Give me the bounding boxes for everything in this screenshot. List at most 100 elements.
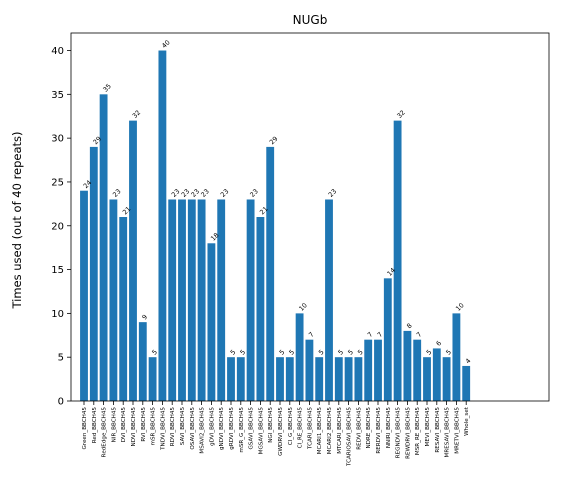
x-tick-label: REWDRVI_BBCH45 [405, 407, 411, 459]
data-label: 23 [248, 187, 260, 199]
data-label: 5 [288, 348, 297, 357]
data-label: 21 [258, 205, 270, 217]
data-label: 23 [190, 187, 202, 199]
data-label: 5 [239, 348, 248, 357]
chart-title: NUGb [293, 13, 328, 27]
bar [89, 146, 98, 401]
bar [423, 357, 431, 401]
plot-frame [70, 32, 550, 402]
bar [344, 357, 353, 401]
x-tick-label: REDVI_BBCH45 [356, 407, 362, 450]
bar [374, 339, 382, 401]
x-tick-label: NDRE_BBCH45 [366, 407, 372, 449]
bar [256, 217, 265, 401]
bar [285, 357, 294, 401]
x-tick-label: MCARI1_BBCH45 [317, 407, 323, 455]
y-axis-label: Times used (out of 40 repeats) [10, 131, 24, 309]
y-tick-label: 30 [51, 134, 64, 145]
bars-group [80, 50, 471, 402]
x-tick-label: MEVI_BBCH45 [425, 407, 431, 447]
bar [442, 357, 451, 401]
bar [129, 120, 137, 402]
bar [452, 313, 461, 401]
y-tick-label: 10 [51, 309, 64, 320]
x-tick-label: RDVI_BBCH45 [170, 407, 176, 447]
x-tick-label: gDVI_BBCH45 [209, 407, 215, 446]
x-tick-label: RERDVI_BBCH45 [376, 407, 382, 454]
data-label: 5 [229, 348, 238, 357]
data-label: 10 [454, 301, 466, 313]
x-tick-label: DVI_BBCH45 [121, 407, 127, 443]
data-label: 23 [180, 187, 192, 199]
bar [432, 348, 441, 401]
data-label: 40 [160, 38, 172, 50]
bar [276, 357, 284, 401]
x-tick-label: MCARI2_BBCH45 [327, 407, 333, 455]
bar [393, 120, 402, 402]
bar [325, 199, 333, 401]
y-tick-label: 5 [58, 353, 64, 364]
data-label: 8 [405, 322, 414, 331]
y-tick-label: 40 [51, 46, 64, 57]
x-tick-label: NIR_BBCH45 [111, 407, 117, 443]
x-tick-label: Green_BBCH45 [82, 407, 88, 450]
bar [187, 199, 196, 401]
bar [178, 199, 186, 401]
x-tick-label: RVI_BBCH45 [141, 407, 147, 442]
bar [168, 199, 177, 401]
y-tick-label: 25 [51, 177, 64, 188]
bar [227, 357, 235, 401]
y-tick-label: 15 [51, 265, 64, 276]
bar [99, 94, 108, 401]
data-label: 5 [337, 348, 346, 357]
bar [197, 199, 206, 401]
x-tick-label: mSR_G_BBCH45 [239, 407, 245, 453]
x-tick-label: MRESAVI_BBCH45 [445, 407, 451, 458]
y-tick-label: 0 [58, 397, 64, 408]
data-label: 23 [219, 187, 231, 199]
x-tick-label: MTCARI_BBCH45 [337, 407, 343, 454]
y-axis: 0 5 10 15 20 25 30 35 40 [51, 46, 71, 408]
bar [266, 146, 275, 401]
data-label: 24 [82, 179, 94, 191]
data-label: 23 [199, 187, 211, 199]
data-label: 32 [395, 109, 407, 121]
x-tick-label: Whole_set [464, 406, 470, 436]
data-label: 7 [307, 330, 316, 339]
bar [217, 199, 226, 401]
data-label: 5 [278, 348, 287, 357]
data-label: 29 [268, 135, 280, 147]
bar [236, 357, 245, 401]
x-tick-label: TCARI_BBCH45 [307, 407, 313, 450]
data-label: 7 [366, 330, 375, 339]
bar [119, 217, 128, 401]
x-tick-label: MSAVI2_BBCH45 [200, 407, 206, 454]
x-tick-label: NGI_BBCH45 [268, 407, 274, 443]
data-label: 6 [435, 339, 444, 348]
bar [109, 199, 118, 401]
data-label: 5 [150, 348, 159, 357]
x-tick-label: OSAVI_BBCH45 [190, 407, 196, 450]
data-label: 23 [111, 187, 123, 199]
data-label: 7 [376, 330, 385, 339]
bar [158, 50, 167, 402]
bar [462, 365, 471, 401]
data-label: 14 [386, 266, 398, 278]
x-tick-label: TCARIOSAVI_BBCH45 [347, 407, 353, 467]
x-tick-label: MGSAVI_BBCH45 [258, 407, 264, 455]
bar [413, 339, 422, 401]
x-tick-label: SAVI_BBCH45 [180, 407, 186, 446]
data-label: 5 [444, 348, 453, 357]
bar [364, 339, 373, 401]
x-tick-label: mSR_BBCH45 [151, 407, 157, 446]
bar [246, 199, 255, 401]
data-label: 7 [415, 330, 424, 339]
data-label: 29 [92, 135, 104, 147]
x-tick-label: NNIRI_BBCH45 [386, 407, 392, 449]
bar [305, 339, 314, 401]
data-label: 35 [101, 82, 113, 94]
bar [148, 357, 157, 401]
x-tick-label: TNDVI_BBCH45 [160, 407, 166, 451]
